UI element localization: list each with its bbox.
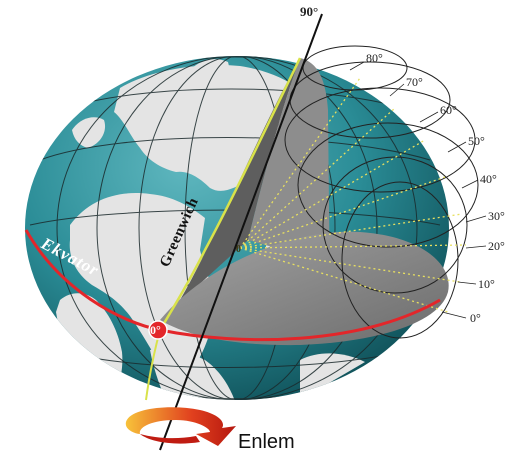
latitude-label: 60° xyxy=(440,103,457,117)
latitude-label: 50° xyxy=(468,134,485,148)
latitude-label: 10° xyxy=(478,277,495,291)
parallel-line xyxy=(39,137,431,161)
leader-line xyxy=(461,179,479,189)
latitude-ring xyxy=(341,181,459,339)
equator-line xyxy=(24,229,441,342)
leader-line xyxy=(389,83,405,97)
leader-line xyxy=(441,311,467,319)
land-africa xyxy=(69,193,215,378)
rotation-arrow xyxy=(125,407,236,446)
latitude-label: 20° xyxy=(488,239,505,253)
land-south-bottom xyxy=(300,353,365,400)
latitude-label: 80° xyxy=(366,51,383,65)
latitude-ring xyxy=(297,122,479,248)
parallel-line xyxy=(59,88,411,111)
cutaway-section xyxy=(160,58,449,346)
latitude-label: 0° xyxy=(470,311,481,325)
meridian-line xyxy=(138,56,336,400)
leader-line xyxy=(457,281,477,285)
leader-line xyxy=(465,245,487,249)
latitude-ray xyxy=(239,175,449,249)
latitude-ray xyxy=(239,139,426,249)
label-leaders xyxy=(349,61,487,319)
angle-label: 0 xyxy=(236,244,241,255)
origin-label: 0° xyxy=(150,323,161,337)
meridian-line xyxy=(56,56,418,400)
latitude-ring xyxy=(322,156,468,294)
latitude-ring xyxy=(302,45,408,91)
latitude-label: 40° xyxy=(480,172,497,186)
axis-top-label: 90° xyxy=(300,4,318,19)
caption-enlem: Enlem xyxy=(238,431,295,453)
leader-line xyxy=(465,215,487,223)
earth-axis xyxy=(159,13,323,451)
meridian-line xyxy=(96,56,378,400)
greenwich-meridian xyxy=(158,57,302,331)
latitude-ring xyxy=(284,87,476,193)
leader-line xyxy=(349,61,365,71)
latitude-ray xyxy=(239,247,449,313)
origin-marker: 0° xyxy=(148,320,168,340)
latitude-ray xyxy=(239,247,461,283)
latitude-label: 70° xyxy=(406,75,423,89)
latitude-label: 30° xyxy=(488,209,505,223)
cut-plane-equatorial xyxy=(160,231,449,346)
leader-line xyxy=(419,111,439,123)
leader-line xyxy=(447,141,467,153)
land-greenland xyxy=(72,117,106,148)
latitude-rays xyxy=(239,77,467,313)
